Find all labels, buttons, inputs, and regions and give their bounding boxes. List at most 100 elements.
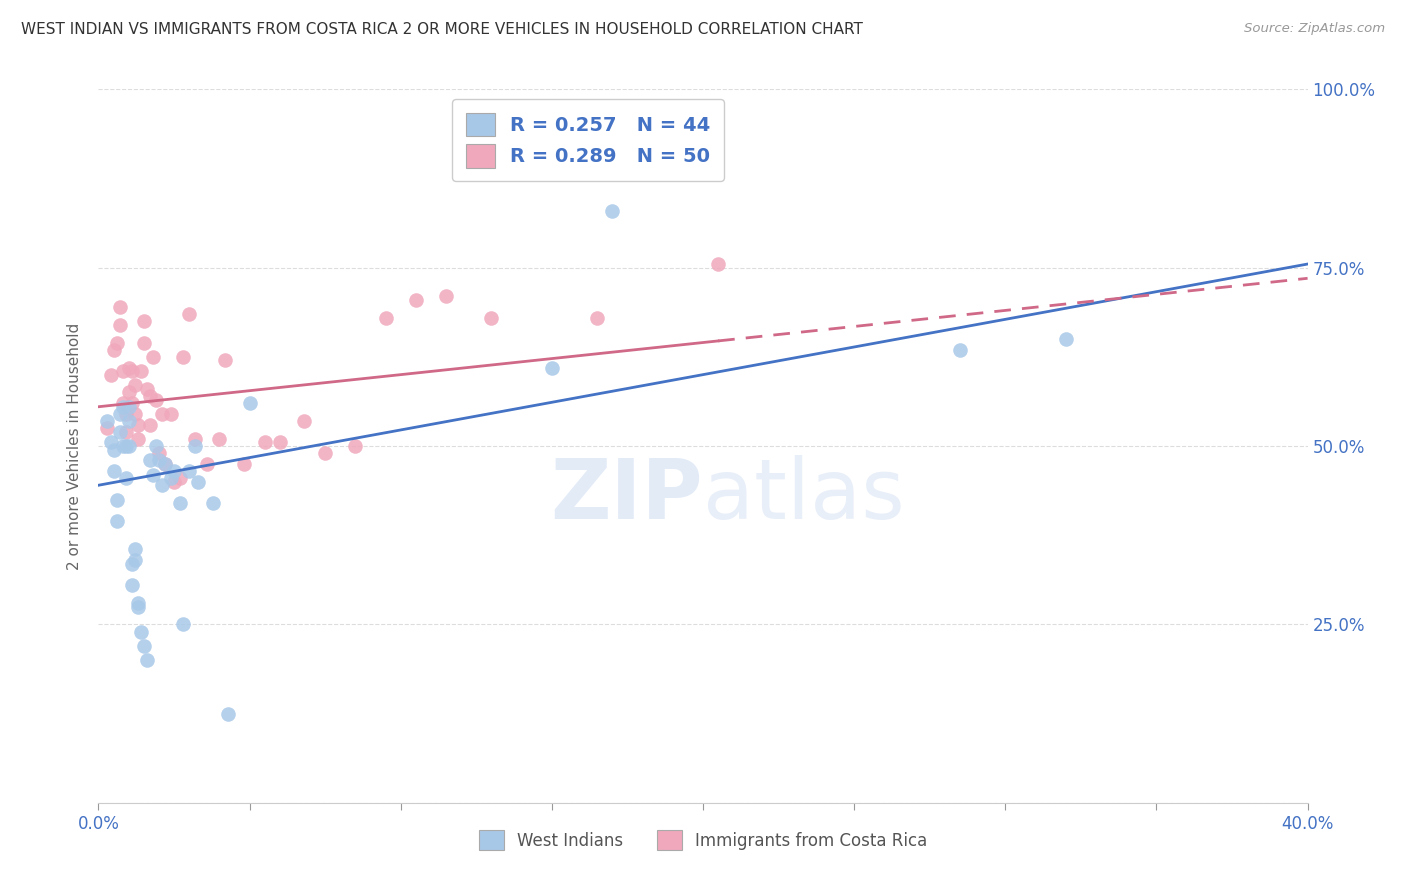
Point — [187, 475, 209, 489]
Point — [540, 360, 562, 375]
Point — [105, 335, 128, 350]
Point — [1054, 332, 1077, 346]
Point — [195, 457, 218, 471]
Y-axis label: 2 or more Vehicles in Household: 2 or more Vehicles in Household — [67, 322, 83, 570]
Point — [108, 300, 131, 314]
Point — [121, 396, 143, 410]
Point — [148, 453, 170, 467]
Point — [127, 599, 149, 614]
Point — [111, 439, 134, 453]
Point — [121, 557, 143, 571]
Point — [124, 553, 146, 567]
Text: Source: ZipAtlas.com: Source: ZipAtlas.com — [1244, 22, 1385, 36]
Point — [160, 407, 183, 421]
Legend: West Indians, Immigrants from Costa Rica: West Indians, Immigrants from Costa Rica — [471, 822, 935, 859]
Point — [163, 464, 186, 478]
Point — [163, 475, 186, 489]
Point — [135, 382, 157, 396]
Point — [114, 407, 136, 421]
Point — [160, 471, 183, 485]
Point — [314, 446, 336, 460]
Point — [103, 464, 125, 478]
Point — [127, 432, 149, 446]
Point — [105, 492, 128, 507]
Point — [602, 203, 624, 218]
Point — [132, 314, 155, 328]
Point — [118, 400, 141, 414]
Point — [217, 706, 239, 721]
Point — [121, 364, 143, 378]
Point — [100, 435, 122, 450]
Point — [103, 442, 125, 457]
Text: atlas: atlas — [703, 456, 904, 536]
Point — [121, 578, 143, 592]
Point — [150, 407, 173, 421]
Point — [148, 446, 170, 460]
Point — [103, 343, 125, 357]
Point — [172, 350, 194, 364]
Point — [150, 478, 173, 492]
Point — [179, 307, 201, 321]
Point — [169, 496, 191, 510]
Point — [405, 293, 427, 307]
Point — [232, 457, 254, 471]
Point — [127, 596, 149, 610]
Point — [142, 467, 165, 482]
Point — [269, 435, 291, 450]
Point — [145, 392, 167, 407]
Point — [118, 439, 141, 453]
Point — [96, 421, 118, 435]
Point — [139, 389, 162, 403]
Point — [111, 396, 134, 410]
Point — [111, 400, 134, 414]
Point — [253, 435, 276, 450]
Text: WEST INDIAN VS IMMIGRANTS FROM COSTA RICA 2 OR MORE VEHICLES IN HOUSEHOLD CORREL: WEST INDIAN VS IMMIGRANTS FROM COSTA RIC… — [21, 22, 863, 37]
Point — [118, 414, 141, 428]
Point — [172, 617, 194, 632]
Point — [129, 624, 152, 639]
Point — [142, 350, 165, 364]
Text: ZIP: ZIP — [551, 456, 703, 536]
Point — [108, 425, 131, 439]
Point — [108, 318, 131, 332]
Point — [114, 471, 136, 485]
Point — [214, 353, 236, 368]
Point — [124, 542, 146, 557]
Point — [132, 335, 155, 350]
Point — [292, 414, 315, 428]
Point — [239, 396, 262, 410]
Point — [208, 432, 231, 446]
Point — [139, 417, 162, 432]
Point — [100, 368, 122, 382]
Point — [139, 453, 162, 467]
Point — [586, 310, 609, 325]
Point — [184, 439, 207, 453]
Point — [145, 439, 167, 453]
Point — [118, 360, 141, 375]
Point — [132, 639, 155, 653]
Point — [153, 457, 176, 471]
Point — [434, 289, 457, 303]
Point — [105, 514, 128, 528]
Point — [184, 432, 207, 446]
Point — [135, 653, 157, 667]
Point — [114, 439, 136, 453]
Point — [202, 496, 225, 510]
Point — [179, 464, 201, 478]
Point — [111, 364, 134, 378]
Point — [124, 378, 146, 392]
Point — [374, 310, 396, 325]
Point — [481, 310, 503, 325]
Point — [707, 257, 730, 271]
Point — [124, 407, 146, 421]
Point — [96, 414, 118, 428]
Point — [127, 417, 149, 432]
Point — [344, 439, 367, 453]
Point — [129, 364, 152, 378]
Point — [114, 425, 136, 439]
Point — [949, 343, 972, 357]
Point — [108, 407, 131, 421]
Point — [118, 385, 141, 400]
Point — [169, 471, 191, 485]
Point — [153, 457, 176, 471]
